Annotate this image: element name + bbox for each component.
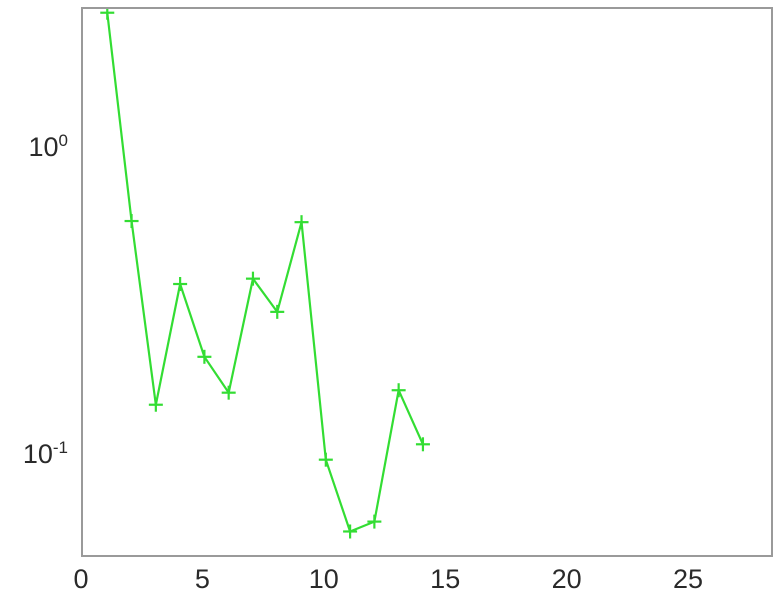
data-point-marker [197,349,212,364]
data-point-marker [294,215,309,230]
x-axis-tick-label: 10 [308,564,339,594]
data-markers [100,9,430,539]
data-point-marker [367,514,382,529]
plot-area [81,7,773,557]
y-axis-tick-label-1e-1: 10-1 [22,438,68,469]
x-axis-tick-label: 25 [672,564,704,594]
data-point-marker [343,524,358,539]
data-point-marker [100,9,115,20]
data-point-marker [173,277,188,292]
data-point-marker [318,452,333,467]
y-tick-exponent: -1 [52,438,68,457]
y-tick-exponent: 0 [58,131,68,150]
data-point-marker [148,397,163,412]
data-point-marker [391,383,406,398]
data-point-marker [270,304,285,319]
data-point-marker [245,271,260,286]
data-point-marker [221,385,236,400]
x-axis-tick-label: 20 [551,564,582,594]
y-axis-tick-label-1e0: 100 [28,131,68,162]
data-line-residual [106,11,425,533]
x-axis-tick-label: 15 [430,564,461,594]
y-tick-mantissa: 10 [22,439,53,469]
data-point-marker [415,437,430,452]
data-point-marker [124,214,139,229]
x-axis-tick-label: 0 [73,564,89,594]
x-axis-tick-label: 5 [194,564,210,594]
y-tick-mantissa: 10 [28,132,59,162]
data-series-plot [100,9,430,539]
